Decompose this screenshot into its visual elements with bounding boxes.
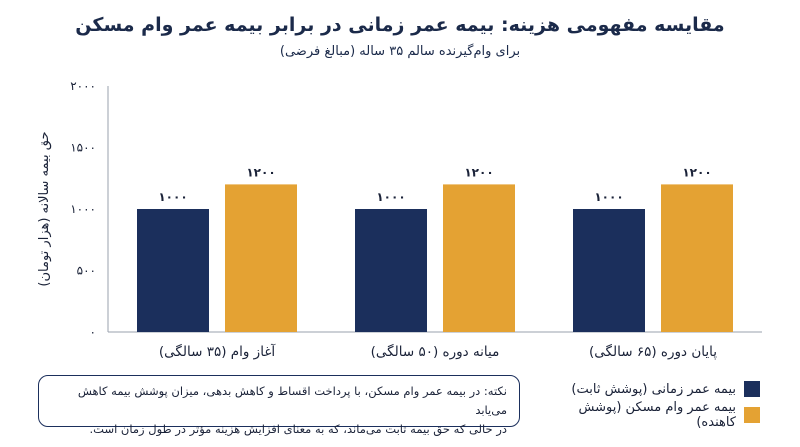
note-line-2: در حالی که حق بیمه ثابت می‌ماند، که به م…: [89, 422, 508, 436]
bar-value-label: ۱۰۰۰: [376, 190, 405, 204]
bar-mortgage-life: [225, 184, 297, 332]
legend: بیمه عمر زمانی (پوشش ثابت) بیمه عمر وام …: [545, 378, 760, 430]
note-box: نکته: در بیمه عمر وام مسکن، با پرداخت اق…: [38, 375, 520, 436]
bar-mortgage-life: [443, 184, 515, 332]
legend-swatch-mortgage-life: [744, 407, 760, 423]
y-tick-label: ۱۵۰۰: [70, 141, 96, 155]
legend-label-term-life: بیمه عمر زمانی (پوشش ثابت): [571, 381, 736, 397]
bar-value-label: ۱۰۰۰: [594, 190, 623, 204]
x-tick-label: آغاز وام (۳۵ سالگی): [159, 343, 276, 360]
bar-term-life: [355, 209, 427, 332]
y-axis-label: حق بیمه سالانه (هزار تومان): [37, 131, 52, 286]
legend-item-term-life: بیمه عمر زمانی (پوشش ثابت): [545, 378, 760, 400]
bar-term-life: [573, 209, 645, 332]
bar-value-label: ۱۲۰۰: [246, 165, 275, 179]
bar-value-label: ۱۰۰۰: [158, 190, 187, 204]
bar-value-label: ۱۲۰۰: [682, 165, 711, 179]
chart-subtitle: برای وام‌گیرنده سالم ۳۵ ساله (مبالغ فرضی…: [279, 44, 521, 59]
x-tick-label: پایان دوره (۶۵ سالگی): [589, 343, 717, 360]
y-tick-label: ۰: [90, 325, 96, 339]
note-line-1: نکته: در بیمه عمر وام مسکن، با پرداخت اق…: [77, 384, 507, 417]
bar-mortgage-life: [661, 184, 733, 332]
y-tick-label: ۱۰۰۰: [70, 202, 96, 216]
bar-value-label: ۱۲۰۰: [464, 165, 493, 179]
chart-title: مقایسه مفهومی هزینه: بیمه عمر زمانی در ب…: [75, 14, 725, 36]
x-tick-label: میانه دوره (۵۰ سالگی): [371, 343, 500, 360]
legend-swatch-term-life: [744, 381, 760, 397]
legend-label-mortgage-life: بیمه عمر وام مسکن (پوشش کاهنده): [578, 400, 736, 430]
y-tick-label: ۵۰۰: [77, 264, 96, 278]
y-tick-label: ۲۰۰۰: [70, 79, 96, 93]
legend-item-mortgage-life: بیمه عمر وام مسکن (پوشش کاهنده): [545, 400, 760, 430]
bar-term-life: [137, 209, 209, 332]
